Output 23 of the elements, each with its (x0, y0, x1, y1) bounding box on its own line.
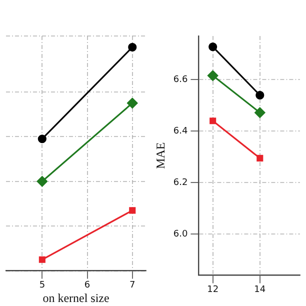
point (127, 98, 138, 108)
point (129, 207, 136, 214)
point (208, 70, 218, 81)
point (38, 134, 46, 144)
point (210, 118, 216, 124)
y-tick-label: 6.6 (173, 75, 188, 86)
x-tick-label: 12 (207, 284, 219, 295)
point (256, 90, 264, 100)
point (254, 107, 266, 118)
point (208, 42, 218, 52)
x-tick-label: 5 (39, 280, 46, 291)
x-tick-label: 14 (254, 284, 266, 295)
y-axis-title: MAE (153, 142, 168, 169)
y-tick-label: 6.4 (173, 126, 188, 137)
point (38, 256, 46, 263)
y-tick-label: 6.2 (173, 178, 188, 188)
point (256, 154, 264, 162)
point (128, 42, 137, 52)
y-tick-label: 6.0 (173, 229, 188, 240)
x-axis-title: on kernel size (42, 290, 110, 305)
x-tick-label: 7 (130, 280, 136, 291)
point (36, 176, 48, 187)
x-tick-label: 6 (84, 280, 90, 291)
